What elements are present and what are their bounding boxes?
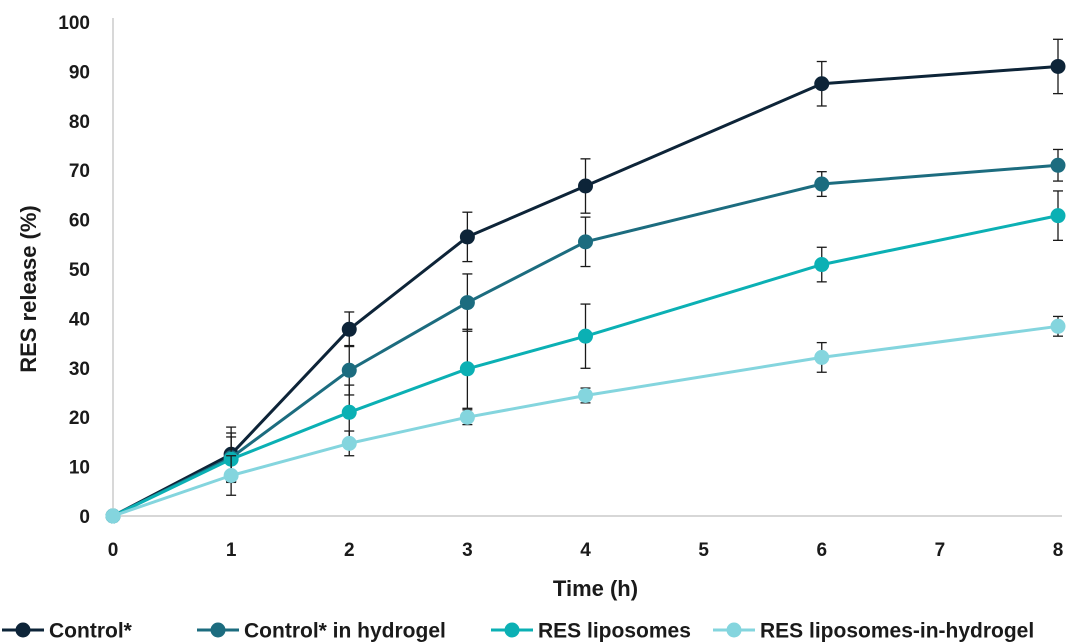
data-point	[578, 234, 593, 250]
x-tick-label: 7	[935, 540, 946, 561]
data-point	[341, 435, 357, 451]
data-point	[459, 295, 475, 311]
y-tick-label: 50	[69, 260, 90, 281]
legend-item: Control*	[2, 620, 133, 643]
legend: Control* Control* in hydrogel RES liposome…	[2, 620, 1034, 643]
data-point	[1050, 157, 1066, 173]
error-bars	[226, 148, 1063, 484]
legend-label: RES liposomes-in-hydrogel	[760, 620, 1034, 643]
series-3	[105, 315, 1066, 524]
chart-axes	[112, 18, 1062, 517]
data-point	[341, 321, 357, 337]
legend-swatch-marker	[15, 622, 31, 638]
data-point	[341, 362, 357, 378]
y-tick-label: 70	[69, 161, 90, 182]
y-tick-label: 60	[69, 211, 90, 232]
y-tick-label: 40	[69, 309, 90, 330]
data-point	[459, 409, 475, 425]
x-tick-label: 5	[698, 540, 709, 561]
x-tick-label: 1	[226, 540, 237, 561]
data-point	[578, 178, 593, 194]
legend-swatch-marker	[504, 622, 520, 638]
y-tick-label: 10	[69, 458, 90, 479]
y-tick-label: 100	[58, 13, 90, 34]
y-tick-label: 80	[69, 112, 90, 133]
y-tick-label: 30	[69, 359, 90, 380]
data-point	[105, 508, 121, 524]
x-tick-label: 4	[580, 540, 591, 561]
data-point	[459, 229, 475, 245]
data-point	[1050, 58, 1066, 74]
plot-series	[105, 38, 1066, 524]
y-axis-title: RES release (%)	[16, 205, 41, 373]
x-axis-title: Time (h)	[553, 576, 638, 601]
y-tick-label: 0	[79, 507, 90, 528]
legend-label: RES liposomes	[538, 620, 691, 643]
legend-item: RES liposomes-in-hydrogel	[713, 620, 1034, 643]
data-point	[578, 328, 593, 344]
data-point	[814, 257, 830, 273]
legend-swatch-marker	[210, 622, 226, 638]
legend-item: RES liposomes	[491, 620, 691, 643]
y-tick-label: 20	[69, 408, 90, 429]
data-point	[814, 76, 830, 92]
y-tick-label: 90	[69, 62, 90, 83]
data-point	[341, 404, 357, 420]
x-tick-labels: 0 1 2 3 4 5 6 7 8	[108, 540, 1064, 561]
data-point	[1050, 318, 1066, 334]
data-point	[814, 349, 830, 365]
legend-label: Control* in hydrogel	[244, 620, 446, 643]
y-tick-labels: 0 10 20 30 40 50 60 70 80 90 100	[58, 13, 90, 528]
x-tick-label: 6	[816, 540, 827, 561]
data-point	[814, 176, 830, 192]
legend-swatch-marker	[726, 622, 742, 638]
data-point	[459, 361, 475, 377]
legend-item: Control* in hydrogel	[197, 620, 446, 643]
x-tick-label: 0	[108, 540, 119, 561]
data-point	[578, 387, 593, 403]
data-point	[1050, 208, 1066, 224]
legend-label: Control*	[49, 620, 133, 643]
x-tick-label: 3	[462, 540, 473, 561]
data-point	[223, 467, 239, 483]
x-tick-label: 8	[1053, 540, 1064, 561]
x-tick-label: 2	[344, 540, 355, 561]
